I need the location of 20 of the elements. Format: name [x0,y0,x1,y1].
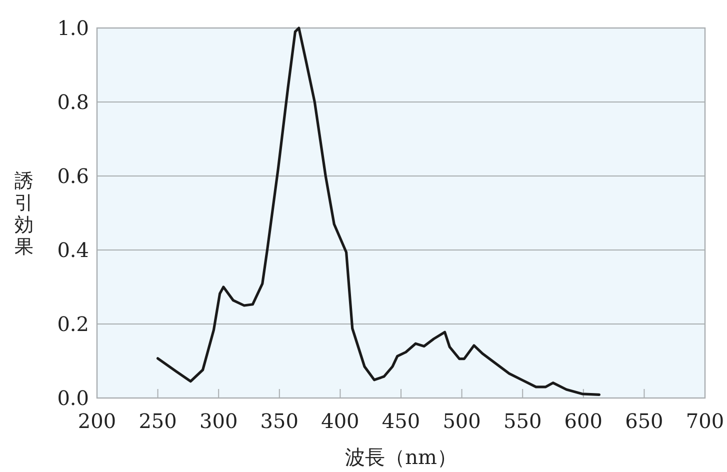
line-series [156,26,601,396]
y-tick-label: 0.0 [57,386,89,410]
y-tick-label: 0.6 [57,164,89,188]
x-tick-label: 550 [504,409,542,433]
y-tick-label: 0.8 [57,90,89,114]
x-tick-label: 600 [564,409,602,433]
y-tick-label: 0.2 [57,312,89,336]
x-tick-label: 500 [442,409,481,433]
y-tick-label: 0.4 [57,238,89,262]
x-tick-label: 650 [625,409,664,433]
x-tick-label: 450 [382,409,420,433]
x-tick-label: 200 [78,409,116,433]
x-tick-label: 350 [260,409,298,433]
y-tick-label: 1.0 [57,16,89,40]
x-tick-label: 400 [321,409,360,433]
x-axis-title: 波長（nm） [345,445,457,469]
x-tick-label: 300 [200,409,238,433]
y-axis-title: 誘引効果 [14,170,34,258]
x-tick-label: 700 [686,409,724,433]
x-tick-label: 250 [138,409,177,433]
